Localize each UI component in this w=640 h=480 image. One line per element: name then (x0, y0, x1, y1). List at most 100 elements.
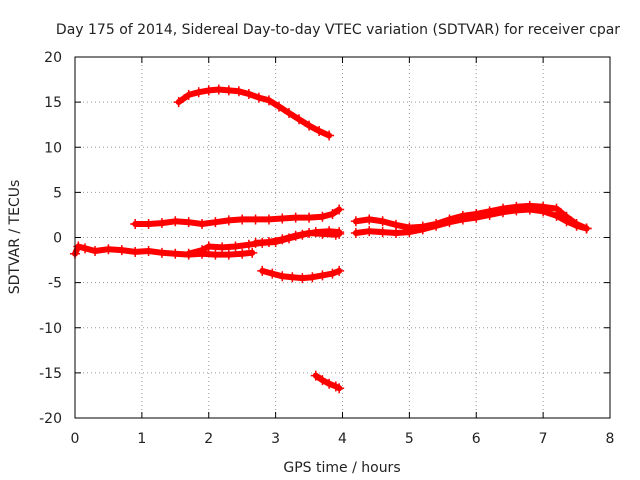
data-point (304, 227, 315, 238)
data-point (538, 206, 549, 217)
data-point (80, 243, 91, 254)
data-point (273, 101, 284, 112)
data-point (404, 227, 415, 238)
data-point (210, 217, 221, 228)
data-point (334, 204, 345, 215)
data-point (317, 375, 328, 386)
data-point (156, 247, 167, 258)
data-point (263, 237, 274, 248)
series-track-mid-near-zero (250, 227, 345, 248)
data-point (277, 213, 288, 224)
data-point (156, 218, 167, 229)
y-tick-label: -5 (48, 276, 62, 292)
series-line (175, 86, 333, 139)
data-point (213, 84, 224, 95)
data-point (431, 220, 442, 231)
y-tick-label: 20 (44, 50, 62, 66)
x-tick-label: 8 (606, 431, 615, 447)
data-point (417, 224, 428, 235)
series-track-mid-flat (130, 204, 345, 229)
data-point (294, 114, 305, 125)
data-point (257, 265, 268, 276)
data-point (581, 223, 592, 234)
y-tick-label: 10 (44, 140, 62, 156)
data-point (350, 216, 361, 227)
data-point (498, 207, 508, 218)
data-point (203, 85, 214, 96)
data-point (444, 217, 455, 228)
data-point (217, 242, 228, 253)
data-point (551, 210, 562, 221)
data-point (170, 248, 181, 259)
x-tick-labels: 0 1 2 3 4 5 6 7 8 (71, 431, 615, 447)
x-tick-label: 7 (539, 431, 548, 447)
data-point (284, 107, 294, 118)
data-point (364, 226, 375, 237)
data-point (484, 209, 495, 220)
data-point (130, 246, 141, 257)
x-tick-label: 2 (204, 431, 213, 447)
data-point (173, 97, 184, 108)
y-tick-label: -10 (39, 321, 62, 337)
data-point (250, 237, 261, 248)
y-tick-label: -20 (39, 411, 62, 427)
data-point (116, 245, 127, 256)
data-point (290, 230, 301, 241)
data-point (253, 92, 264, 103)
data-point (263, 95, 274, 106)
data-point (307, 272, 318, 283)
data-point (377, 216, 388, 227)
data-point (511, 205, 522, 216)
x-tick-label: 3 (271, 431, 280, 447)
data-point (143, 246, 154, 257)
data-point (324, 130, 335, 141)
data-point (317, 228, 328, 239)
data-point (203, 241, 214, 252)
data-point (237, 214, 248, 225)
data-point (223, 85, 234, 96)
grid-lines (75, 57, 610, 418)
data-point (304, 212, 315, 223)
y-tick-label: -15 (39, 366, 62, 382)
data-point (197, 245, 208, 256)
data-point (561, 216, 572, 227)
data-point (193, 87, 204, 98)
data-point (90, 246, 101, 257)
y-tick-label: 15 (44, 95, 62, 111)
data-point (243, 239, 254, 250)
series-line (259, 267, 343, 282)
x-tick-label: 1 (137, 431, 146, 447)
data-point (267, 268, 278, 279)
data-point (290, 212, 301, 223)
series-track-upper-arc (173, 84, 335, 141)
data-point (334, 265, 345, 276)
data-point (277, 271, 288, 282)
data-point (334, 228, 345, 239)
data-point (524, 204, 535, 215)
data-point (230, 241, 241, 252)
data-point (247, 247, 258, 258)
x-tick-label: 6 (472, 431, 481, 447)
axis-ticks (74, 56, 611, 419)
data-point (223, 249, 234, 260)
data-point (391, 227, 401, 238)
data-point (471, 212, 482, 223)
data-point (571, 220, 582, 231)
data-point (197, 218, 208, 229)
chart-title: Day 175 of 2014, Sidereal Day-to-day VTE… (56, 22, 620, 38)
data-series (70, 84, 592, 394)
data-point (143, 218, 154, 229)
data-point (277, 234, 288, 245)
data-point (377, 227, 388, 238)
data-point (263, 214, 274, 225)
data-point (223, 215, 234, 226)
data-point (183, 217, 194, 228)
data-point (334, 383, 345, 394)
data-point (287, 272, 298, 283)
data-point (324, 378, 335, 389)
data-point (233, 86, 244, 97)
data-point (327, 209, 338, 220)
data-point (317, 211, 328, 222)
data-point (297, 273, 308, 284)
